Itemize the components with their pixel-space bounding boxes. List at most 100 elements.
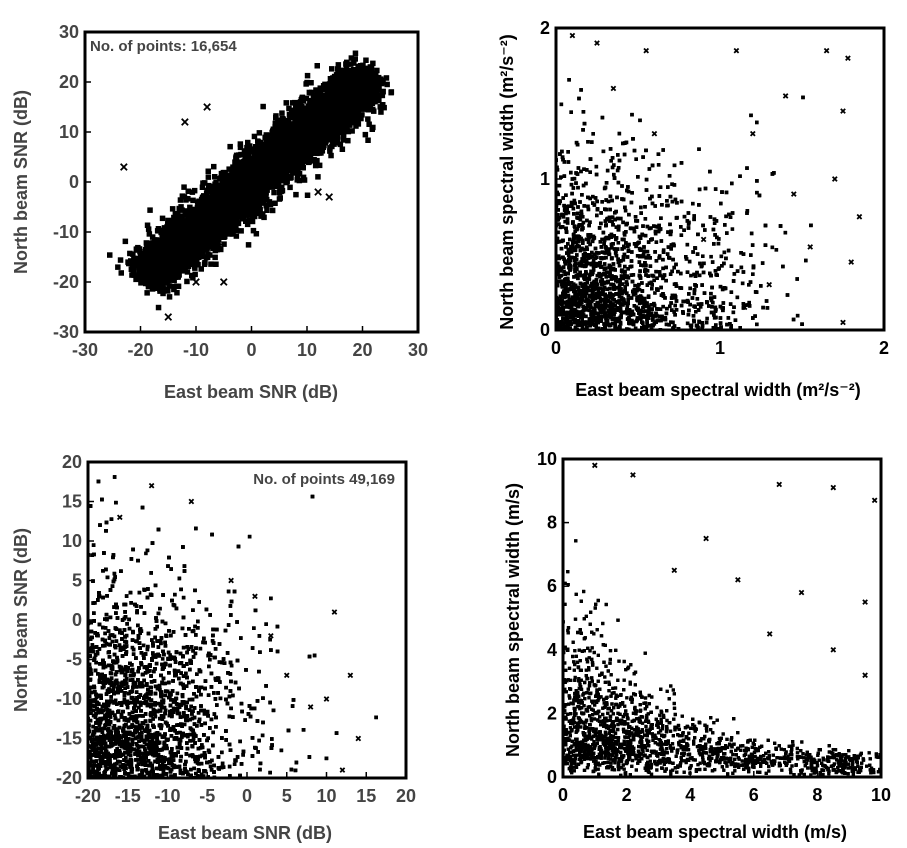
data-point (311, 93, 317, 100)
data-point (375, 74, 382, 81)
data-point (264, 207, 270, 213)
data-point (157, 288, 163, 294)
data-point (144, 222, 151, 228)
data-point (183, 197, 189, 203)
data-point (374, 81, 380, 87)
data-point (212, 181, 218, 187)
data-point (304, 143, 310, 149)
data-point (351, 60, 357, 66)
data-point (191, 263, 198, 269)
data-point (319, 136, 326, 142)
data-point (244, 221, 251, 228)
data-point (222, 233, 228, 239)
data-point (149, 256, 156, 262)
data-point (190, 206, 196, 213)
data-point (221, 229, 228, 235)
data-point (358, 106, 365, 112)
data-point (203, 231, 210, 238)
data-point (179, 214, 185, 220)
data-point (339, 78, 345, 84)
data-point (300, 174, 307, 181)
data-point (237, 159, 243, 166)
data-point (322, 113, 329, 120)
data-point (322, 129, 329, 135)
data-point (168, 255, 174, 262)
data-point (362, 131, 369, 138)
data-point (187, 257, 194, 264)
data-point (171, 283, 177, 290)
data-point (308, 98, 315, 104)
data-point (178, 204, 184, 210)
data-point (247, 165, 254, 171)
data-point (273, 151, 279, 158)
data-point (249, 218, 256, 225)
data-point (373, 73, 379, 79)
data-point (357, 82, 363, 88)
data-point (327, 93, 333, 100)
data-point (191, 220, 197, 227)
data-point (315, 141, 321, 147)
data-point (200, 203, 207, 210)
data-point (275, 161, 282, 167)
data-point (147, 207, 153, 213)
data-point (209, 217, 215, 223)
data-point (326, 114, 332, 121)
data-point (291, 144, 297, 150)
data-point (243, 212, 249, 218)
data-point (171, 258, 178, 264)
data-point (171, 286, 177, 293)
data-point (229, 171, 235, 177)
data-point (165, 221, 171, 227)
data-point (340, 132, 347, 138)
data-point (341, 114, 348, 121)
data-point (251, 133, 258, 140)
data-point (164, 279, 170, 285)
data-point (361, 96, 368, 102)
data-point (207, 229, 213, 235)
data-point (170, 222, 176, 229)
data-point (362, 89, 368, 96)
data-point (210, 245, 217, 251)
data-point (365, 137, 371, 143)
data-point (139, 254, 145, 261)
data-point (345, 121, 351, 127)
data-point (224, 184, 230, 191)
chart-panel-1: No. of points: 16,654 -30 -20 -10 0 10 20 30 -… (11, 22, 428, 402)
data-point (320, 123, 326, 129)
data-point (282, 121, 288, 128)
data-point (348, 61, 354, 67)
data-point (289, 100, 296, 106)
data-point (279, 131, 286, 137)
data-point (314, 114, 320, 121)
data-point (358, 101, 364, 108)
data-point (107, 252, 113, 258)
data-point (343, 61, 349, 67)
data-point (212, 203, 219, 210)
data-point (173, 225, 179, 232)
data-point (244, 157, 250, 163)
data-point (353, 123, 359, 129)
data-point (213, 193, 220, 199)
data-point (219, 206, 225, 212)
data-point (152, 284, 158, 291)
data-point (355, 90, 361, 96)
data-point (296, 171, 303, 177)
data-point (259, 142, 265, 148)
data-point (159, 263, 166, 269)
data-point (206, 187, 212, 193)
data-point (165, 288, 171, 294)
data-point (290, 121, 296, 127)
plot-area (107, 50, 395, 321)
data-point (287, 184, 293, 191)
data-point (315, 124, 322, 130)
data-point (217, 246, 224, 252)
data-point (376, 97, 382, 104)
data-point (229, 167, 235, 174)
data-point (256, 130, 263, 136)
data-point (141, 268, 148, 275)
data-point (250, 157, 256, 164)
data-point (358, 66, 365, 72)
data-point (234, 164, 240, 170)
data-point (366, 121, 372, 127)
